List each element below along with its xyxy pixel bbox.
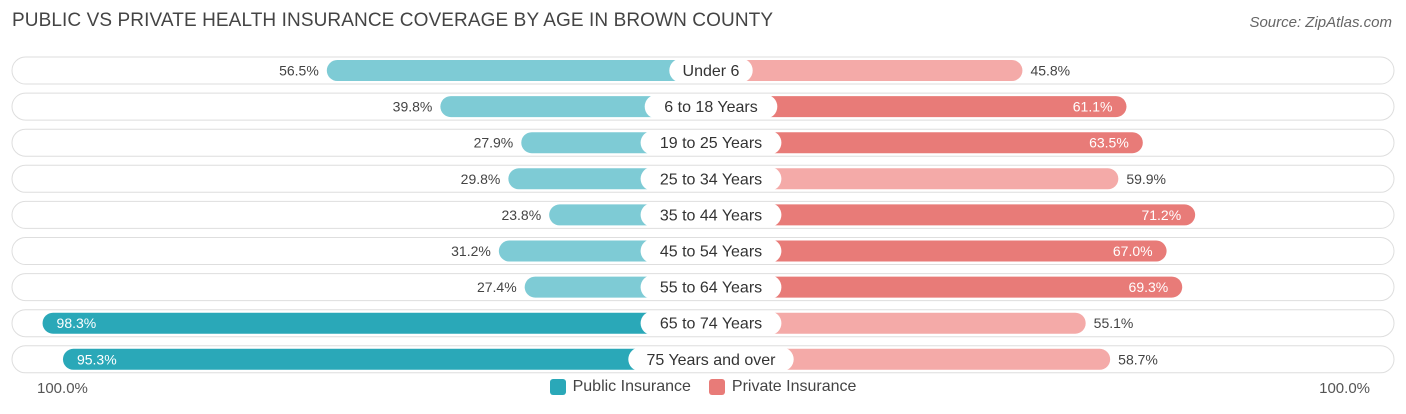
category-label: 25 to 34 Years — [660, 171, 762, 188]
category-label: 35 to 44 Years — [660, 207, 762, 224]
value-label-public: 23.8% — [501, 207, 541, 223]
bar-private — [711, 60, 1023, 81]
value-label-public: 56.5% — [279, 63, 319, 79]
value-label-private: 69.3% — [1129, 279, 1169, 295]
category-label: 6 to 18 Years — [664, 99, 757, 116]
bar-private — [711, 204, 1196, 226]
value-label-public: 95.3% — [77, 351, 117, 367]
value-label-private: 67.0% — [1113, 243, 1153, 259]
bar-public — [62, 348, 711, 370]
legend-item-public: Public Insurance — [549, 378, 691, 396]
category-pill — [628, 347, 794, 372]
category-label: 75 Years and over — [647, 352, 777, 369]
bar-private — [711, 348, 1111, 370]
value-label-private: 58.7% — [1118, 351, 1158, 367]
category-label: Under 6 — [683, 63, 740, 80]
category-pill — [640, 130, 782, 155]
bar-chart: Under 6 56.5% 45.8% 6 to 18 Years 39.8% 61.1%… — [11, 56, 1395, 374]
bar-public — [440, 96, 711, 118]
category-pill — [640, 239, 782, 263]
value-label-public: 31.2% — [451, 243, 491, 259]
source-credit: Source: ZipAtlas.com — [1249, 14, 1392, 31]
category-pill — [640, 166, 782, 191]
value-label-private: 71.2% — [1141, 207, 1181, 223]
value-label-private: 61.1% — [1073, 99, 1113, 115]
bar-public — [42, 312, 712, 334]
legend-label-public: Public Insurance — [572, 378, 691, 395]
value-label-public: 39.8% — [393, 99, 433, 115]
category-label: 55 to 64 Years — [660, 280, 762, 297]
bar-private — [711, 168, 1119, 190]
chart-title: PUBLIC VS PRIVATE HEALTH INSURANCE COVER… — [12, 10, 774, 31]
bar-private — [711, 240, 1167, 262]
value-label-private: 55.1% — [1094, 315, 1134, 331]
value-label-public: 98.3% — [57, 315, 97, 331]
value-label-private: 63.5% — [1089, 135, 1129, 151]
category-pill — [640, 275, 782, 300]
bar-private — [711, 132, 1143, 154]
legend: Public Insurance Private Insurance — [0, 378, 1406, 396]
legend-item-private: Private Insurance — [708, 378, 857, 396]
category-label: 45 to 54 Years — [660, 244, 762, 261]
bar-private — [711, 276, 1183, 298]
legend-swatch-private — [708, 379, 725, 395]
legend-swatch-public — [549, 379, 566, 395]
bar-private — [711, 96, 1127, 118]
category-label: 65 to 74 Years — [660, 316, 762, 333]
value-label-public: 27.4% — [477, 279, 517, 295]
legend-label-private: Private Insurance — [731, 378, 857, 395]
category-pill — [640, 311, 782, 336]
category-pill — [640, 202, 782, 227]
value-label-private: 45.8% — [1030, 63, 1070, 79]
axis-left-label: 100.0% — [37, 380, 88, 397]
value-label-private: 59.9% — [1126, 171, 1166, 187]
bar-public — [326, 60, 711, 81]
category-pill — [669, 58, 753, 83]
category-label: 19 to 25 Years — [660, 135, 762, 152]
bar-private — [711, 312, 1086, 334]
axis-right-label: 100.0% — [1319, 380, 1370, 397]
category-pill — [644, 94, 778, 119]
value-label-public: 27.9% — [474, 135, 514, 151]
value-label-public: 29.8% — [461, 171, 501, 187]
